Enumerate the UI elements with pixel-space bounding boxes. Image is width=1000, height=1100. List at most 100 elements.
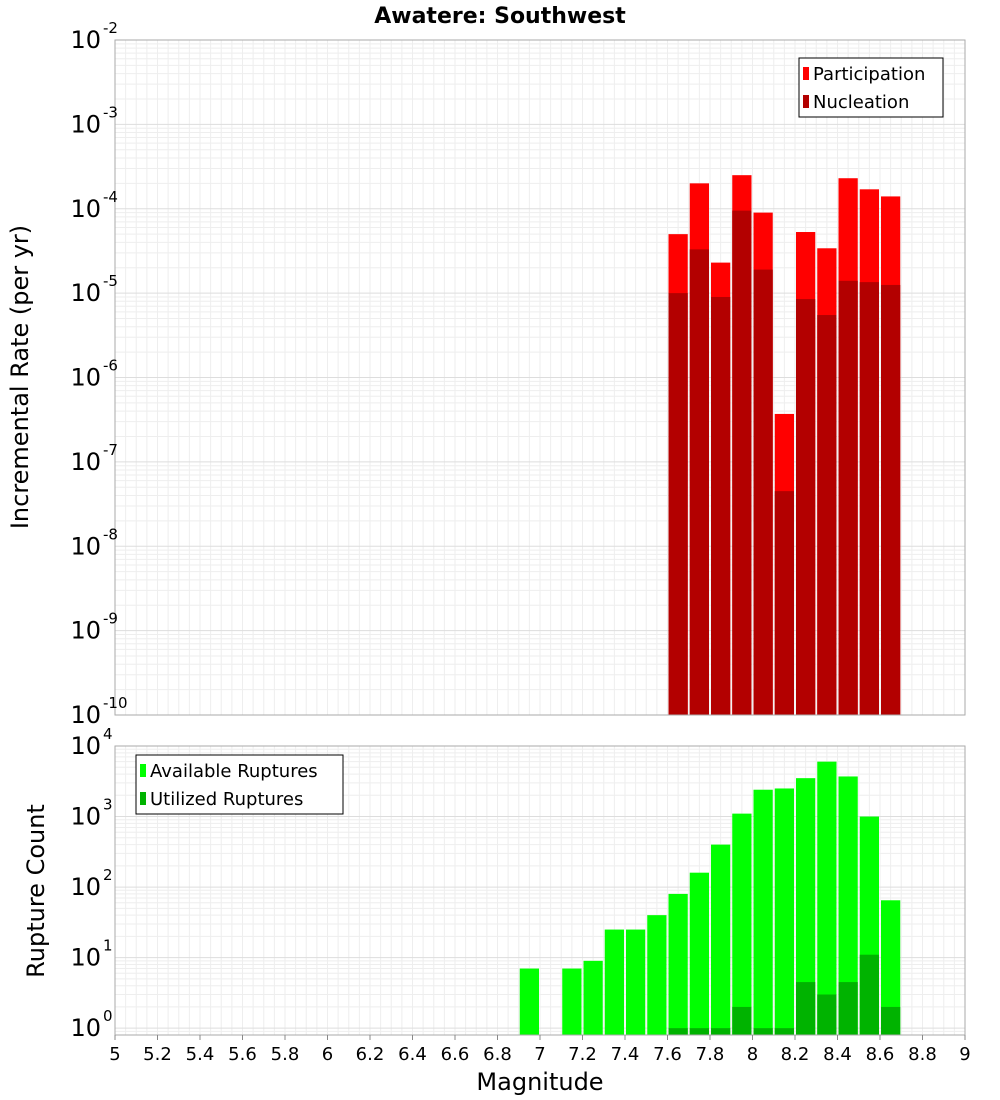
x-tick-label: 7 bbox=[534, 1044, 545, 1065]
rate-bar-nucleation bbox=[753, 269, 773, 715]
rate-y-tick-exponent: -2 bbox=[103, 19, 118, 37]
legend-swatch-participation bbox=[803, 67, 809, 80]
count-y-tick-exponent: 4 bbox=[103, 725, 113, 743]
count-legend-box bbox=[135, 754, 344, 815]
count-bar-utilized-ruptures bbox=[774, 1028, 794, 1035]
count-bar-utilized-ruptures bbox=[796, 982, 816, 1035]
count-bar-available-ruptures bbox=[817, 761, 837, 1035]
count-bar-utilized-ruptures bbox=[817, 994, 837, 1035]
count-y-tick-exponent: 0 bbox=[103, 1007, 113, 1025]
x-tick-label: 7.2 bbox=[568, 1044, 597, 1065]
rate-y-tick-label: 10 bbox=[70, 110, 101, 138]
count-bar-available-ruptures bbox=[519, 968, 539, 1035]
x-tick-label: 6.6 bbox=[441, 1044, 470, 1065]
rate-y-tick-exponent: -4 bbox=[103, 188, 118, 206]
count-bar-available-ruptures bbox=[753, 789, 773, 1035]
count-y-tick-label: 10 bbox=[70, 732, 101, 760]
x-tick-label: 8.4 bbox=[823, 1044, 852, 1065]
x-tick-label: 6.8 bbox=[483, 1044, 512, 1065]
legend-swatch-nucleation bbox=[803, 95, 809, 108]
count-bar-available-ruptures bbox=[881, 900, 901, 1035]
rate-y-tick-label: 10 bbox=[70, 617, 101, 645]
count-bar-utilized-ruptures bbox=[689, 1028, 709, 1035]
rate-y-tick-exponent: -5 bbox=[103, 272, 118, 290]
legend-label-available: Available Ruptures bbox=[150, 761, 318, 782]
x-tick-label: 5.2 bbox=[143, 1044, 172, 1065]
x-tick-label: 8.8 bbox=[908, 1044, 937, 1065]
rate-y-axis-label: Incremental Rate (per yr) bbox=[6, 225, 34, 529]
count-bars bbox=[519, 761, 901, 1035]
count-bar-available-ruptures bbox=[796, 778, 816, 1035]
legend-label-utilized: Utilized Ruptures bbox=[150, 789, 303, 810]
rate-y-tick-label: 10 bbox=[70, 279, 101, 307]
count-y-tick-label: 10 bbox=[70, 944, 101, 972]
rate-bar-nucleation bbox=[732, 210, 752, 715]
count-bar-available-ruptures bbox=[562, 968, 582, 1035]
rate-y-tick-label: 10 bbox=[70, 195, 101, 223]
x-tick-label: 9 bbox=[959, 1044, 970, 1065]
rate-y-tick-label: 10 bbox=[70, 532, 101, 560]
legend-swatch-utilized bbox=[140, 792, 146, 805]
legend-swatch-available bbox=[140, 764, 146, 777]
rate-bar-nucleation bbox=[774, 491, 794, 715]
x-tick-label: 5 bbox=[109, 1044, 120, 1065]
x-tick-label: 7.4 bbox=[611, 1044, 640, 1065]
rate-bar-nucleation bbox=[668, 293, 688, 715]
x-tick-label: 6.2 bbox=[356, 1044, 385, 1065]
legend-label-participation: Participation bbox=[813, 64, 925, 85]
rate-y-tick-label: 10 bbox=[70, 364, 101, 392]
legend-label-nucleation: Nucleation bbox=[813, 92, 909, 113]
count-y-tick-label: 10 bbox=[70, 803, 101, 831]
x-tick-label: 8.2 bbox=[781, 1044, 810, 1065]
count-bar-available-ruptures bbox=[732, 813, 752, 1035]
rate-y-tick-label: 10 bbox=[70, 448, 101, 476]
rate-bar-nucleation bbox=[881, 284, 901, 715]
rate-legend-box bbox=[798, 57, 944, 118]
count-bar-utilized-ruptures bbox=[881, 1006, 901, 1035]
x-tick-label: 8 bbox=[747, 1044, 758, 1065]
count-bar-utilized-ruptures bbox=[753, 1028, 773, 1035]
count-bar-utilized-ruptures bbox=[859, 954, 879, 1035]
rate-y-tick-exponent: -3 bbox=[103, 103, 118, 121]
x-tick-label: 7.6 bbox=[653, 1044, 682, 1065]
x-tick-label: 7.8 bbox=[696, 1044, 725, 1065]
count-bar-available-ruptures bbox=[583, 960, 603, 1035]
count-gridlines bbox=[114, 745, 966, 1036]
count-bar-available-ruptures bbox=[774, 788, 794, 1035]
rate-bar-nucleation bbox=[689, 249, 709, 716]
chart-title: Awatere: Southwest bbox=[374, 4, 626, 29]
count-y-tick-exponent: 1 bbox=[103, 937, 113, 955]
count-bar-available-ruptures bbox=[626, 929, 646, 1035]
x-tick-label: 6.4 bbox=[398, 1044, 427, 1065]
rate-bar-nucleation bbox=[859, 282, 879, 715]
x-tick-label: 8.6 bbox=[866, 1044, 895, 1065]
count-bar-available-ruptures bbox=[668, 893, 688, 1035]
x-axis-label: Magnitude bbox=[476, 1068, 603, 1096]
rate-y-tick-exponent: -6 bbox=[103, 357, 118, 375]
rate-bar-nucleation bbox=[711, 296, 731, 715]
rate-y-tick-exponent: -7 bbox=[103, 441, 118, 459]
rate-y-tick-exponent: -9 bbox=[103, 610, 118, 628]
rate-bars bbox=[668, 175, 901, 716]
rate-legend: Participation Nucleation bbox=[798, 57, 944, 118]
rate-y-tick-label: 10 bbox=[70, 26, 101, 54]
rate-plot-border bbox=[114, 39, 966, 716]
x-tick-label: 5.8 bbox=[271, 1044, 300, 1065]
count-bar-available-ruptures bbox=[711, 844, 731, 1035]
count-y-tick-exponent: 2 bbox=[103, 866, 113, 884]
count-y-tick-label: 10 bbox=[70, 1014, 101, 1042]
count-legend: Available Ruptures Utilized Ruptures bbox=[135, 754, 344, 815]
rate-gridlines bbox=[114, 39, 966, 716]
count-y-axis-label: Rupture Count bbox=[22, 804, 50, 978]
rate-y-tick-exponent: -8 bbox=[103, 525, 118, 543]
rate-y-tick-label: 10 bbox=[70, 701, 101, 729]
count-bar-available-ruptures bbox=[838, 776, 858, 1035]
count-bar-available-ruptures bbox=[647, 915, 667, 1035]
count-bar-utilized-ruptures bbox=[711, 1028, 731, 1035]
count-y-tick-exponent: 3 bbox=[103, 796, 113, 814]
count-bar-utilized-ruptures bbox=[732, 1006, 752, 1035]
